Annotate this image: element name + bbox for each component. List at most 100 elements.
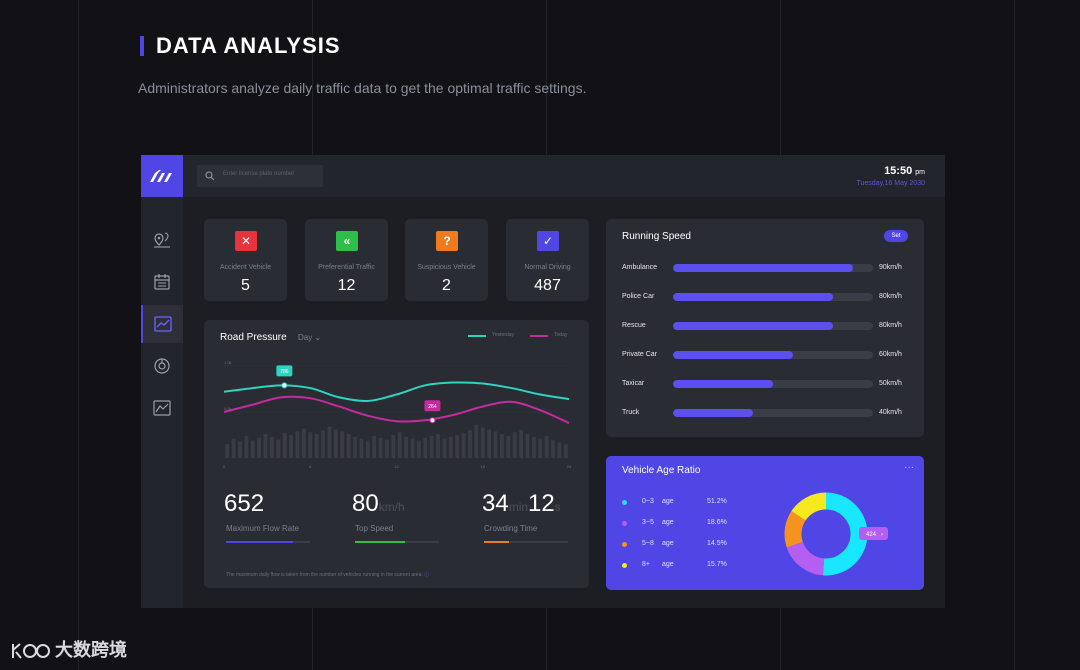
donut-callout: 424 ›: [859, 527, 888, 540]
search-input[interactable]: Enter license plate number: [223, 171, 295, 177]
donut-slice[interactable]: [786, 541, 825, 576]
volume-bar: [385, 439, 389, 458]
metric-progress: [484, 541, 568, 543]
metric-top-speed: 80km/h: [352, 490, 405, 517]
period-dropdown[interactable]: Day ⌄: [298, 333, 322, 342]
speed-bar: [673, 293, 833, 301]
volume-bar: [238, 441, 242, 458]
page-subtitle: Administrators analyze daily traffic dat…: [138, 80, 587, 96]
volume-bar: [416, 440, 421, 458]
clock-time: 15:50 pm: [884, 165, 925, 177]
grid-line: [78, 0, 79, 670]
pie-chart-icon: [154, 358, 170, 374]
volume-bar: [538, 438, 543, 458]
volume-bar: [244, 435, 249, 458]
age-percent: 15.7%: [707, 561, 727, 568]
speed-value: 90km/h: [879, 264, 902, 271]
stat-card-suspicious[interactable]: ? Suspicious Vehicle 2: [405, 219, 488, 301]
legend-dot: [622, 563, 627, 568]
speed-track: [673, 351, 873, 359]
speed-value: 60km/h: [879, 351, 902, 358]
speed-vehicle-label: Rescue: [622, 322, 646, 329]
x-tick-label: 24: [567, 464, 572, 469]
metric-progress: [226, 541, 310, 543]
age-unit: age: [662, 519, 674, 526]
volume-bar: [327, 426, 332, 458]
more-icon[interactable]: ···: [904, 462, 914, 473]
legend-dot: [622, 500, 627, 505]
check-icon: ✓: [537, 231, 559, 251]
top-bar: Enter license plate number 15:50 pm Tues…: [183, 155, 945, 197]
volume-bar: [563, 444, 568, 458]
callout-label: 786: [280, 369, 289, 375]
watermark-logo: 大数跨境: [10, 636, 127, 662]
chart-legend: Yesterday Today: [468, 332, 578, 342]
volume-bar: [397, 432, 402, 458]
stat-card-accident[interactable]: ✕ Accident Vehicle 5: [204, 219, 287, 301]
sidebar-item-location[interactable]: [141, 221, 183, 259]
search-box[interactable]: Enter license plate number: [197, 165, 323, 187]
callout-box: [276, 365, 293, 377]
legend-swatch-yesterday: [468, 335, 486, 337]
volume-bar: [525, 434, 530, 458]
sidebar-item-trends[interactable]: [141, 389, 183, 427]
callout-label: 264: [428, 404, 437, 410]
volume-bar: [442, 438, 447, 458]
stat-label: Normal Driving: [524, 264, 571, 271]
speed-row: Private Car 60km/h: [622, 350, 910, 360]
speed-track: [673, 409, 873, 417]
double-chevron-left-icon: «: [336, 231, 358, 251]
volume-bar: [314, 434, 319, 458]
logo-icon: [150, 170, 172, 182]
data-point[interactable]: [429, 417, 436, 424]
age-unit: age: [662, 561, 674, 568]
age-range: 8+: [642, 561, 650, 568]
map-pin-icon: [154, 232, 170, 248]
x-tick-label: 18: [481, 464, 486, 469]
speed-track: [673, 322, 873, 330]
callout-box: [424, 400, 441, 412]
data-point[interactable]: [281, 382, 288, 389]
volume-bar: [404, 436, 408, 458]
speed-track: [673, 380, 873, 388]
sidebar-item-data-analysis[interactable]: [141, 305, 183, 343]
speed-row: Police Car 80km/h: [622, 292, 910, 302]
speed-vehicle-label: Private Car: [622, 351, 658, 358]
y-tick-label: 0.5k: [224, 406, 232, 411]
age-unit: age: [662, 540, 674, 547]
vehicle-age-card: Vehicle Age Ratio ··· 0~3 age 51.2% 3~5 age 1…: [606, 456, 924, 590]
stat-value: 2: [442, 277, 451, 294]
stat-value: 487: [534, 277, 561, 294]
question-icon: ?: [436, 231, 458, 251]
volume-bar: [289, 435, 293, 458]
info-icon[interactable]: ⓘ: [424, 572, 430, 578]
volume-bar: [480, 427, 485, 458]
donut-slice[interactable]: [784, 511, 806, 548]
age-unit: age: [662, 498, 674, 505]
sidebar-item-calendar[interactable]: [141, 263, 183, 301]
y-tick-label: 1.0k: [224, 360, 232, 365]
volume-bar: [372, 435, 377, 458]
metric-label: Maximum Flow Rate: [226, 524, 299, 533]
speed-bar: [673, 409, 753, 417]
stat-card-preferential[interactable]: « Preferential Traffic 12: [305, 219, 388, 301]
donut-slice[interactable]: [791, 492, 827, 521]
speed-vehicle-label: Police Car: [622, 293, 655, 300]
volume-bar: [512, 432, 517, 458]
card-title: Road Pressure: [220, 332, 287, 343]
sidebar-item-statistics[interactable]: [141, 347, 183, 385]
road-pressure-card: Road Pressure Day ⌄ Yesterday Today 1.0k…: [204, 320, 589, 588]
speed-track: [673, 293, 873, 301]
x-tick-label: 6: [309, 464, 312, 469]
volume-bar: [378, 437, 383, 458]
volume-bar: [455, 435, 460, 458]
age-percent: 51.2%: [707, 498, 727, 505]
volume-bar: [333, 429, 338, 458]
age-percent: 14.5%: [707, 540, 727, 547]
set-button[interactable]: Set: [884, 230, 908, 242]
volume-bar: [282, 433, 287, 458]
stat-card-normal[interactable]: ✓ Normal Driving 487: [506, 219, 589, 301]
app-logo[interactable]: [141, 155, 183, 197]
donut-slice[interactable]: [822, 492, 868, 576]
svg-text:424: 424: [866, 532, 877, 538]
